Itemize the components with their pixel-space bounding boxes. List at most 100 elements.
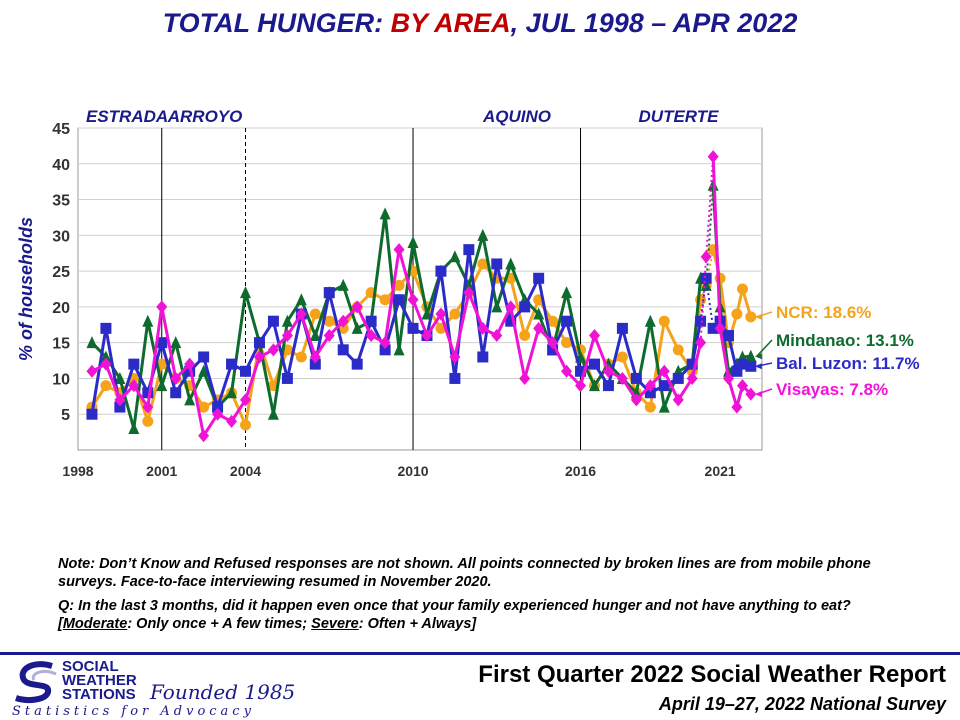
data-point	[644, 314, 656, 327]
logo-founded: Founded 1985	[150, 680, 296, 704]
logo-name-line-1: SOCIAL	[62, 658, 119, 675]
data-point	[142, 400, 154, 414]
data-point	[477, 258, 489, 270]
data-point	[393, 294, 405, 306]
data-point	[477, 228, 489, 241]
data-point	[309, 358, 321, 370]
data-point	[421, 329, 433, 343]
moderate-text: : Only once + A few times;	[127, 616, 312, 632]
data-point	[226, 358, 238, 370]
data-point	[323, 287, 335, 299]
series-segment	[523, 299, 541, 337]
series-segment	[383, 249, 401, 343]
series-segment	[551, 342, 568, 372]
series-segment	[705, 278, 715, 329]
data-point	[722, 330, 734, 342]
series-segment	[711, 156, 722, 329]
data-point	[630, 372, 642, 384]
y-axis-label: % of households	[16, 217, 36, 361]
data-point	[198, 364, 210, 377]
data-point	[644, 387, 656, 399]
x-tick-label: 2001	[146, 463, 177, 479]
data-point	[281, 372, 293, 384]
data-point	[240, 286, 252, 299]
data-point	[351, 321, 363, 334]
data-point	[745, 360, 757, 372]
logo-name-line-3: STATIONS	[62, 686, 136, 703]
data-point	[198, 401, 210, 413]
data-point	[267, 343, 279, 357]
data-point	[644, 401, 656, 413]
report-title: First Quarter 2022 Social Weather Report	[478, 661, 946, 688]
question-text: Q: In the last 3 months, did it happen e…	[58, 597, 918, 633]
data-point	[86, 336, 98, 349]
data-point	[449, 372, 461, 384]
sws-swirl-icon	[15, 661, 57, 703]
data-point	[379, 294, 391, 306]
administration-label: ESTRADA	[86, 107, 168, 126]
data-point	[658, 315, 670, 327]
series-segment	[495, 306, 513, 337]
data-point	[714, 321, 726, 335]
data-point	[156, 337, 168, 349]
y-tick-label: 25	[52, 264, 70, 281]
series-segment	[509, 277, 527, 336]
series-segment	[565, 292, 582, 358]
data-point	[184, 393, 196, 406]
data-point	[505, 315, 517, 327]
y-tick-label: 20	[52, 300, 70, 317]
data-point	[253, 350, 265, 364]
y-tick-label: 15	[52, 336, 70, 353]
x-tick-label: 2004	[230, 463, 261, 479]
data-point	[100, 350, 112, 363]
data-point	[505, 257, 517, 270]
data-point	[491, 300, 503, 313]
data-point	[602, 380, 614, 392]
series-segment	[341, 284, 359, 329]
series-segment	[509, 306, 527, 379]
series-segment	[397, 242, 415, 351]
sws-logo: SOCIAL WEATHER STATIONS Founded 1985 Sta…	[10, 658, 310, 719]
data-point	[491, 258, 503, 270]
data-point	[323, 329, 335, 343]
series-segment	[216, 363, 233, 408]
data-point	[736, 358, 748, 370]
data-point	[616, 371, 628, 385]
end-label-arrow	[756, 339, 773, 357]
series-segment	[202, 356, 220, 408]
data-point	[672, 393, 684, 407]
severe-word: Severe	[311, 616, 359, 632]
series-segment	[411, 299, 429, 337]
data-point	[295, 351, 307, 363]
data-point	[644, 379, 656, 393]
data-point	[337, 344, 349, 356]
series-segment	[495, 263, 513, 308]
data-point	[588, 358, 600, 370]
data-point	[519, 301, 531, 313]
series-segment	[699, 278, 708, 322]
data-point	[745, 311, 757, 323]
series-segment	[104, 363, 122, 401]
series-segment	[481, 235, 499, 308]
data-point	[491, 329, 503, 343]
series-segment	[718, 328, 730, 379]
series-segment	[285, 313, 303, 379]
data-point	[533, 307, 545, 320]
series-segment	[705, 185, 715, 286]
y-tick-label: 40	[52, 157, 70, 174]
series-segment	[705, 156, 715, 257]
data-point	[731, 365, 743, 377]
data-point	[240, 393, 252, 407]
data-point	[100, 357, 112, 371]
data-point	[365, 315, 377, 327]
chart-title: TOTAL HUNGER: BY AREA, JUL 1998 – APR 20…	[0, 8, 960, 39]
data-point	[672, 372, 684, 384]
data-point	[198, 429, 210, 443]
series-segment	[565, 320, 582, 372]
data-point	[114, 393, 126, 407]
series-segment	[160, 306, 178, 379]
data-point	[212, 407, 224, 421]
data-point	[226, 414, 238, 428]
data-point	[686, 371, 698, 385]
series-segment	[146, 306, 164, 408]
